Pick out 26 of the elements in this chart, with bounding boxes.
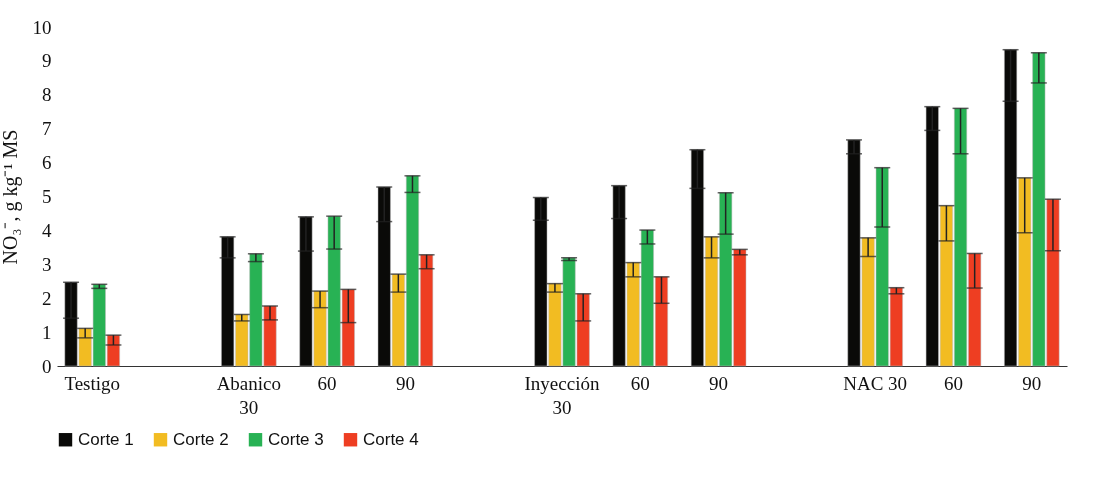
- y-tick-label: 3: [42, 253, 52, 275]
- x-tick-label: 60: [943, 372, 963, 394]
- x-tick-label: Testigo: [64, 372, 121, 394]
- y-tick-label: 7: [42, 118, 52, 140]
- x-tick-label: 90: [395, 372, 415, 394]
- y-tick-label: 4: [42, 219, 52, 241]
- y-tick-label: 2: [42, 287, 52, 309]
- y-tick-label: 6: [42, 152, 52, 174]
- y-axis-title: NO₃⁻, g kg⁻¹ MS: [0, 129, 22, 265]
- x-tick-label: 90: [709, 372, 729, 394]
- y-tick-label: 9: [42, 50, 52, 72]
- x-tick-label: 90: [1022, 372, 1042, 394]
- x-tick-label: 60: [317, 372, 337, 394]
- legend-label: Corte 1: [78, 429, 134, 449]
- legend-label: Corte 2: [173, 429, 229, 449]
- y-tick-label: 10: [32, 16, 52, 38]
- x-tick-label: Abanico 30: [216, 372, 282, 418]
- y-tick-label: 8: [42, 84, 52, 106]
- y-tick-label: 1: [42, 321, 52, 343]
- y-tick-label: 5: [42, 186, 52, 207]
- x-tick-label: Inyección 30: [524, 372, 600, 418]
- legend-label: Corte 4: [363, 429, 419, 449]
- legend-label: Corte 3: [268, 429, 324, 449]
- x-tick-label: NAC 30: [843, 372, 908, 394]
- x-tick-label: 60: [630, 372, 650, 394]
- y-tick-label: 0: [42, 355, 52, 377]
